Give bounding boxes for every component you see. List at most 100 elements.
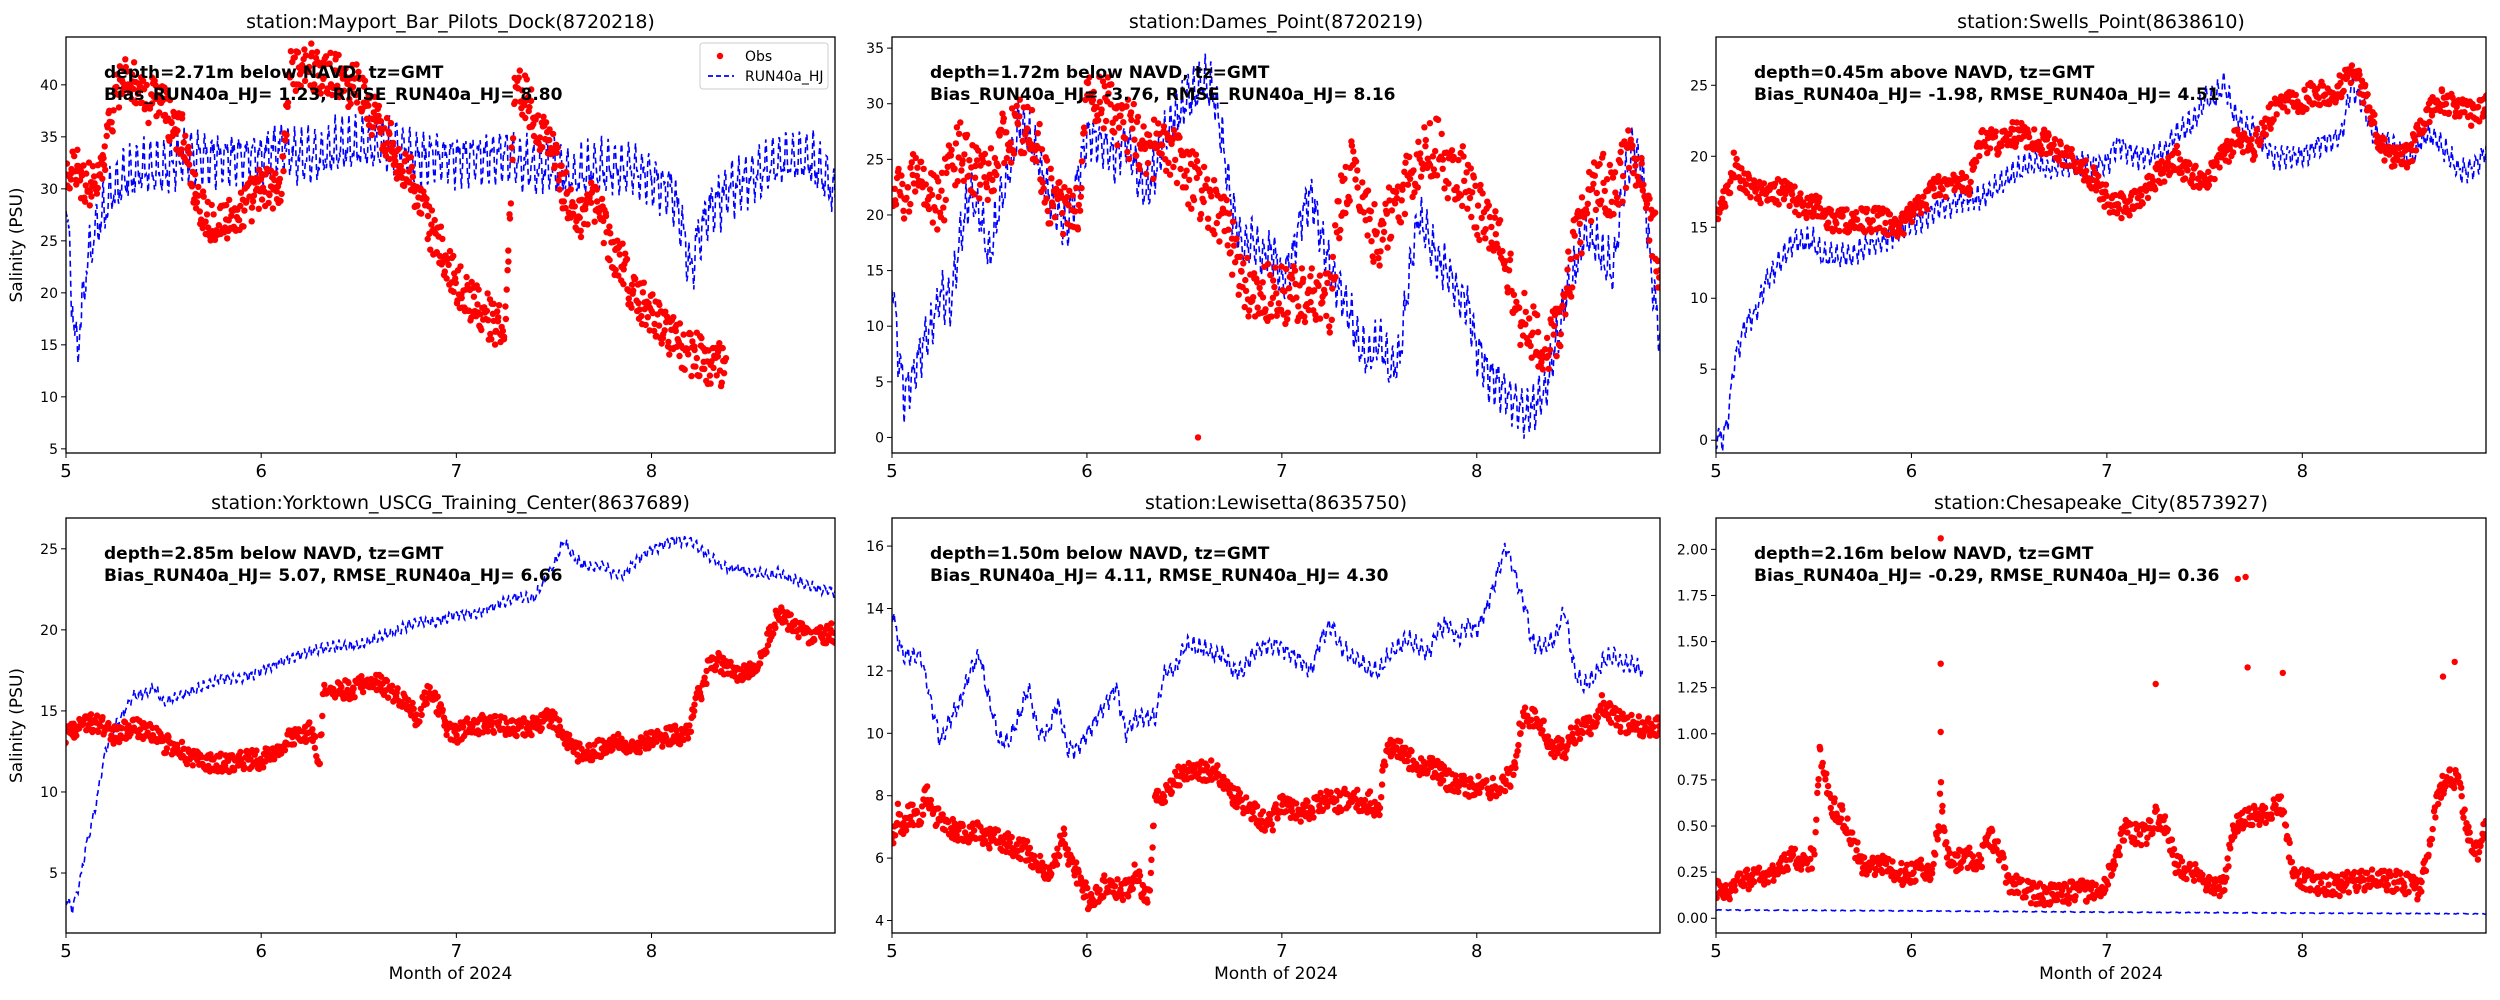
obs-point (505, 258, 512, 265)
obs-point (922, 181, 929, 188)
obs-point (180, 139, 187, 146)
obs-point (317, 90, 324, 97)
obs-point (1569, 730, 1576, 737)
obs-point (1177, 165, 1184, 173)
obs-point (1249, 808, 1256, 816)
obs-point (193, 199, 201, 206)
obs-point (1619, 172, 1627, 180)
obs-point (1617, 148, 1624, 156)
obs-point (673, 727, 680, 734)
obs-point (1155, 120, 1162, 127)
obs-point (1242, 276, 1249, 284)
obs-point (90, 173, 98, 180)
obs-point (1124, 148, 1131, 156)
obs-point (584, 748, 591, 755)
obs-point (288, 72, 295, 79)
obs-point (577, 233, 585, 241)
x-tick-label: 6 (1906, 461, 1917, 482)
obs-point (588, 756, 596, 764)
obs-point (1598, 692, 1606, 699)
obs-point (1575, 207, 1582, 215)
obs-point (1099, 78, 1107, 85)
obs-point (1633, 155, 1640, 163)
obs-point (384, 139, 391, 147)
obs-point (2426, 118, 2433, 126)
obs-point (607, 230, 614, 237)
obs-point (902, 827, 910, 834)
obs-point (1910, 211, 1918, 218)
obs-point (450, 252, 457, 260)
obs-point (521, 102, 528, 109)
obs-point (1613, 194, 1621, 201)
obs-point (1240, 260, 1247, 267)
obs-point (1821, 212, 1829, 219)
obs-point (1941, 827, 1948, 835)
y-tick-label: 20 (40, 286, 58, 302)
obs-point (439, 706, 446, 713)
obs-point (1236, 789, 1244, 797)
obs-point (681, 366, 688, 373)
obs-point (987, 145, 995, 152)
obs-point (490, 729, 498, 736)
x-tick-label: 5 (886, 461, 897, 482)
obs-point (692, 363, 699, 370)
obs-point (80, 162, 87, 169)
obs-point (1473, 224, 1480, 231)
obs-point (1293, 294, 1300, 301)
obs-point (1578, 194, 1586, 201)
obs-point (1001, 159, 1008, 167)
obs-point (66, 739, 69, 746)
obs-point (1588, 185, 1596, 193)
obs-point (1572, 739, 1579, 746)
obs-point (929, 219, 936, 226)
obs-point (77, 167, 85, 174)
obs-point (1261, 827, 1269, 834)
obs-point (1742, 180, 1750, 188)
obs-point (297, 82, 304, 90)
obs-point (74, 146, 81, 153)
obs-point (91, 180, 98, 187)
obs-point (1936, 192, 1944, 199)
obs-point (1966, 186, 1974, 193)
obs-point (651, 327, 658, 335)
obs-point (2150, 177, 2157, 184)
obs-point (2225, 158, 2232, 165)
obs-point (1354, 184, 1361, 191)
obs-point (446, 247, 454, 255)
obs-point (1882, 219, 1889, 227)
obs-point (1335, 198, 1342, 205)
obs-point (1082, 879, 1089, 886)
obs-point (523, 76, 530, 83)
obs-point (1047, 220, 1054, 227)
x-tick-label: 8 (1471, 461, 1482, 482)
obs-point (562, 204, 569, 212)
obs-point (914, 164, 921, 171)
obs-point (384, 694, 392, 701)
obs-point (1149, 844, 1156, 851)
obs-point (328, 91, 336, 99)
obs-point (119, 78, 126, 86)
obs-point (1197, 210, 1205, 218)
obs-point (519, 87, 526, 94)
y-tick-label: 30 (40, 182, 58, 198)
series-marks (1716, 62, 2486, 452)
obs-point (1379, 767, 1386, 774)
obs-point (1193, 174, 1201, 182)
obs-point (1530, 303, 1537, 310)
obs-point (1310, 814, 1317, 821)
obs-point (941, 826, 949, 834)
obs-scatter (1716, 535, 2486, 909)
obs-point (1538, 358, 1545, 366)
x-tick-label: 5 (60, 461, 71, 482)
obs-point (1843, 206, 1850, 213)
obs-point (2267, 125, 2274, 132)
obs-point (900, 207, 907, 214)
obs-point (1208, 757, 1215, 764)
x-tick-label: 8 (2297, 461, 2308, 482)
obs-point (1460, 153, 1467, 160)
obs-point (1598, 197, 1605, 204)
obs-point (1242, 287, 1250, 295)
obs-point (349, 83, 357, 91)
obs-point (1378, 781, 1386, 788)
